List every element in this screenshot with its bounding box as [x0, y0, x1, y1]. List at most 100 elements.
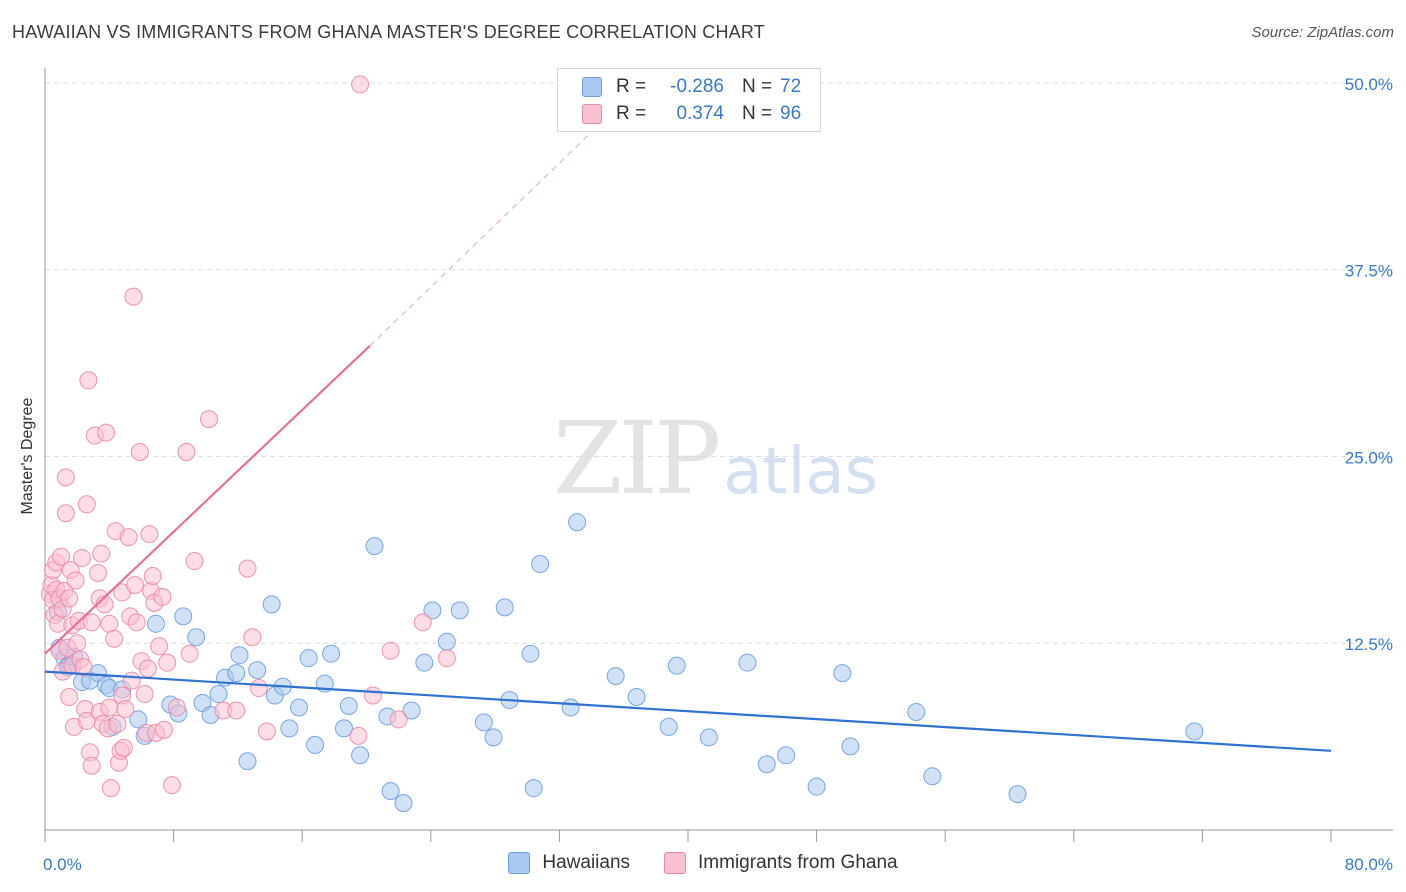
ghana-point [116, 699, 135, 718]
hawaiians-point [841, 737, 860, 756]
y-tick-label: 25.0% [1345, 448, 1393, 467]
ghana-point [79, 371, 98, 390]
ghana-point [122, 671, 141, 690]
hawaiians-point [227, 664, 246, 683]
x-tick-label: 80.0% [1345, 855, 1393, 874]
hawaiians-point [627, 688, 646, 707]
legend-row-ghana: R = 0.374 N = 96 [582, 101, 801, 127]
ghana-point [363, 686, 382, 705]
hawaiians-point [289, 698, 308, 717]
ghana-point [114, 738, 133, 757]
y-tick-label: 50.0% [1345, 75, 1393, 94]
hawaiians-point [450, 601, 469, 620]
hawaiians-point [923, 767, 942, 786]
hawaiians-point [415, 653, 434, 672]
hawaiians-point [209, 685, 228, 704]
ghana-point [77, 495, 96, 514]
hawaiians-point [807, 777, 826, 796]
legend-r-label: R = [616, 76, 647, 97]
hawaiians-point [1008, 785, 1027, 804]
ghana-point [92, 544, 111, 563]
watermark: ZIPatlas [553, 400, 878, 517]
hawaiians-point [381, 782, 400, 801]
ghana-point [101, 779, 120, 798]
legend-row-hawaiians: R = -0.286 N = 72 [582, 74, 801, 100]
ghana-point [60, 589, 79, 608]
hawaiians-point [146, 614, 165, 633]
hawaiians-point [394, 794, 413, 813]
legend-swatch-ghana [664, 852, 687, 874]
ghana-point [66, 571, 85, 590]
hawaiians-point [484, 728, 503, 747]
hawaiians-point [351, 746, 370, 765]
hawaiians-point [306, 735, 325, 754]
ghana-point [89, 564, 108, 583]
hawaiians-point [699, 728, 718, 747]
hawaiians-point [495, 598, 514, 617]
legend-label-hawaiians: Hawaiians [542, 852, 631, 873]
hawaiians-point [262, 595, 281, 614]
hawaiians-point [777, 746, 796, 765]
ghana-point [82, 613, 101, 632]
legend-n-value: 72 [780, 76, 802, 97]
hawaiians-point [402, 701, 421, 720]
series-legend: Hawaiians Immigrants from Ghana [0, 852, 1406, 874]
ghana-point [249, 679, 268, 698]
hawaiians-point [568, 513, 587, 532]
ghana-point [60, 688, 79, 707]
ghana-point [389, 710, 408, 729]
ghana-point [138, 659, 157, 678]
hawaiians-point [524, 779, 543, 798]
legend-n-label: N = [742, 103, 773, 124]
hawaiians-point [365, 537, 384, 556]
ghana-point [238, 559, 257, 578]
ghana-trend-line [44, 345, 371, 655]
hawaiians-point [322, 644, 341, 663]
ghana-point [154, 720, 173, 739]
ghana-point [126, 575, 145, 594]
watermark-zip: ZIP [553, 400, 721, 517]
ghana-point [108, 714, 127, 733]
ghana-point [243, 628, 262, 647]
ghana-point [124, 287, 143, 306]
hawaiians-point [667, 656, 686, 675]
ghana-point [199, 410, 218, 429]
y-tick-label: 37.5% [1345, 262, 1393, 281]
legend-r-label: R = [616, 103, 647, 124]
legend-item-ghana: Immigrants from Ghana [664, 852, 898, 874]
hawaiians-point [280, 719, 299, 738]
ghana-point [100, 614, 119, 633]
y-tick-label: 12.5% [1345, 635, 1393, 654]
legend-label-ghana: Immigrants from Ghana [698, 852, 898, 873]
hawaiians-point [521, 644, 540, 663]
hawaiians-trend-line [44, 670, 1332, 752]
ghana-point [227, 701, 246, 720]
ghana-point [167, 698, 186, 717]
ghana-point [381, 641, 400, 660]
ghana-point [437, 649, 456, 668]
ghana-point [105, 629, 124, 648]
ghana-point [185, 552, 204, 571]
hawaiians-point [334, 719, 353, 738]
ghana-point [150, 637, 169, 656]
ghana-point [56, 468, 75, 487]
hawaiians-point [907, 702, 926, 721]
hawaiians-point [129, 710, 148, 729]
hawaiians-point [187, 628, 206, 647]
hawaiians-point [238, 752, 257, 771]
ghana-point [82, 756, 101, 775]
x-tick-label: 0.0% [43, 855, 82, 874]
ghana-point [100, 698, 119, 717]
legend-n-label: N = [742, 76, 773, 97]
ghana-point [257, 722, 276, 741]
ghana-trend-extension [369, 134, 589, 347]
ghana-point [74, 658, 93, 677]
hawaiians-point [531, 555, 550, 574]
watermark-atlas: atlas [723, 435, 878, 509]
chart-source: Source: ZipAtlas.com [1251, 24, 1394, 41]
hawaiians-point [339, 696, 358, 715]
hawaiians-point [474, 713, 493, 732]
hawaiians-point [423, 601, 442, 620]
hawaiians-point [1185, 722, 1204, 741]
